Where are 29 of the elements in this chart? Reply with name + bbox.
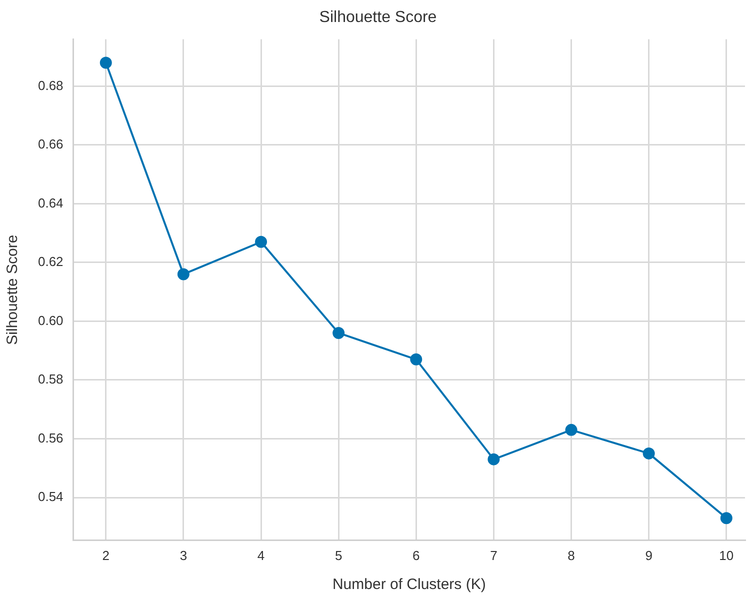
- y-tick-label: 0.62: [38, 254, 64, 270]
- point: [410, 353, 422, 366]
- x-tick-label: 7: [490, 548, 498, 563]
- point: [565, 424, 578, 436]
- point: [255, 236, 268, 248]
- x-tick-label: 2: [102, 548, 110, 563]
- x-tick-label: 8: [568, 548, 575, 563]
- x-tick-label: 9: [645, 548, 652, 563]
- point: [488, 453, 500, 466]
- x-axis-title: Number of Clusters (K): [332, 576, 486, 594]
- y-tick-label: 0.56: [38, 430, 64, 446]
- x-tick-label: 4: [257, 548, 265, 563]
- y-tick-label: 0.58: [38, 372, 64, 387]
- x-tick-label: 5: [334, 548, 342, 563]
- x-tick-label: 6: [412, 548, 420, 563]
- y-tick-label: 0.54: [38, 489, 64, 504]
- y-axis-title: Silhouette Score: [4, 234, 22, 345]
- point: [642, 447, 655, 460]
- x-tick-label: 10: [719, 548, 734, 563]
- chart-title: Silhouette Score: [319, 9, 437, 26]
- y-tick-label: 0.68: [38, 78, 64, 93]
- x-tick-label: 3: [180, 548, 188, 563]
- point: [332, 326, 345, 339]
- point: [177, 268, 190, 280]
- point: [720, 512, 732, 524]
- y-tick-label: 0.66: [38, 136, 64, 152]
- point: [100, 56, 112, 69]
- y-tick-label: 0.64: [38, 195, 64, 210]
- y-tick-label: 0.60: [38, 312, 64, 328]
